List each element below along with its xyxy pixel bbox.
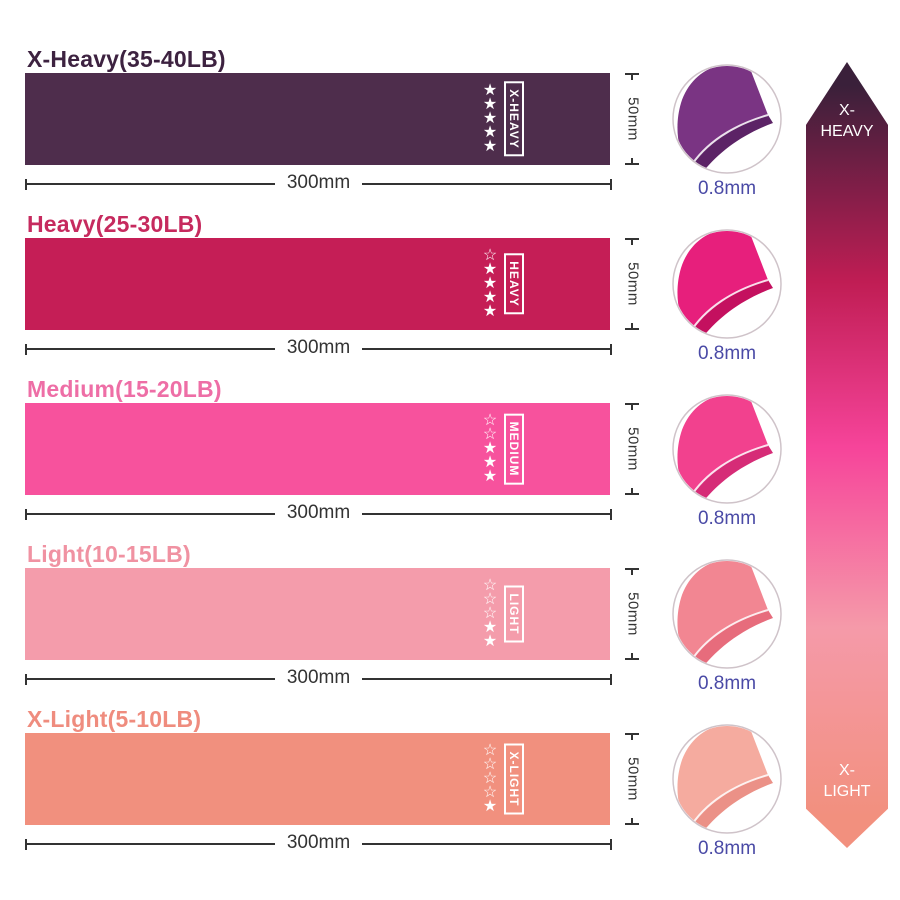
dimension-tick [625,323,639,330]
dimension-tick [610,178,613,190]
dimension-tick [610,838,613,850]
thickness-photo [672,724,782,834]
height-dimension: 50mm [622,238,642,330]
height-dimension: 50mm [622,568,642,660]
dimension-tick [25,673,27,685]
dimension-line [362,678,611,680]
height-dimension: 50mm [622,403,642,495]
thickness-label: 0.8mm [697,838,757,859]
star-rating: ☆ ☆ ☆ ★ ★ [482,577,498,650]
thickness-label: 0.8mm [697,178,757,199]
dimension-tick [625,488,639,495]
width-dimension: 300mm [25,172,613,194]
dimension-line [27,843,275,845]
band-row: Medium(15-20LB) ☆ ☆ ★ ★ ★ MEDIUM 300mm 5… [25,376,815,541]
width-dimension: 300mm [25,667,613,689]
band-title: X-Light(5-10LB) [27,706,202,732]
height-dimension: 50mm [622,733,642,825]
dimension-line [27,183,275,185]
dimension-tick [625,733,639,740]
thickness-photo [672,559,782,669]
dimension-tick [25,508,27,520]
height-dimension: 50mm [622,73,642,165]
band-tag: MEDIUM [504,413,524,485]
dimension-tick [625,568,639,575]
band-row: X-Heavy(35-40LB) ★ ★ ★ ★ ★ X-HEAVY 300mm… [25,46,815,211]
band-fold-edge [689,610,773,667]
star-rating: ☆ ☆ ☆ ☆ ★ [482,742,498,815]
thickness-photo [672,394,782,504]
dimension-tick [610,343,613,355]
width-dimension: 300mm [25,337,613,359]
height-dimension-label: 50mm [624,262,642,306]
dimension-line [362,183,611,185]
band-title: Medium(15-20LB) [27,376,222,402]
band-fold-edge [689,445,773,502]
dimension-tick [625,158,639,165]
band-tag: X-LIGHT [504,743,524,815]
dimension-tick [25,838,27,850]
weight-gradient-arrow: X- HEAVY X- LIGHT [806,62,888,848]
width-dimension: 300mm [25,832,613,854]
dimension-tick [610,508,613,520]
height-dimension-label: 50mm [624,757,642,801]
width-dimension-label: 300mm [286,337,351,358]
dimension-tick [625,403,639,410]
band-fold-face [677,66,768,169]
dimension-tick [625,818,639,825]
height-dimension-label: 50mm [624,592,642,636]
band-swatch: ★ ★ ★ ★ ★ X-HEAVY [25,73,610,165]
width-dimension-label: 300mm [286,667,351,688]
star-rating: ☆ ☆ ★ ★ ★ [482,412,498,485]
band-title: Light(10-15LB) [27,541,191,567]
width-dimension-label: 300mm [286,832,351,853]
thickness-label: 0.8mm [697,508,757,529]
star-rating: ☆ ★ ★ ★ ★ [482,247,498,320]
band-title: Heavy(25-30LB) [27,211,203,237]
star-rating: ★ ★ ★ ★ ★ [482,82,498,155]
thickness-photo [672,64,782,174]
band-fold-edge [689,115,773,172]
dimension-line [27,678,275,680]
band-row: Heavy(25-30LB) ☆ ★ ★ ★ ★ HEAVY 300mm 50m… [25,211,815,376]
dimension-tick [610,673,613,685]
thickness-label: 0.8mm [697,673,757,694]
thickness-photo [672,229,782,339]
band-fold-edge [689,775,773,832]
dimension-tick [625,238,639,245]
width-dimension-label: 300mm [286,502,351,523]
arrow-bottom-label: X- LIGHT [823,762,871,800]
band-swatch: ☆ ☆ ★ ★ ★ MEDIUM [25,403,610,495]
height-dimension-label: 50mm [624,97,642,141]
dimension-tick [25,178,27,190]
band-fold-face [677,726,768,829]
dimension-line [27,348,275,350]
band-fold-face [677,231,768,334]
band-fold-face [677,561,768,664]
dimension-line [27,513,275,515]
dimension-tick [25,343,27,355]
band-tag: HEAVY [504,253,524,315]
band-tag: X-HEAVY [504,81,524,157]
band-title: X-Heavy(35-40LB) [27,46,226,72]
band-swatch: ☆ ☆ ☆ ☆ ★ X-LIGHT [25,733,610,825]
dimension-line [362,348,611,350]
height-dimension-label: 50mm [624,427,642,471]
band-row: X-Light(5-10LB) ☆ ☆ ☆ ☆ ★ X-LIGHT 300mm … [25,706,815,871]
dimension-line [362,843,611,845]
arrow-top-label: X- HEAVY [820,102,874,140]
band-row: Light(10-15LB) ☆ ☆ ☆ ★ ★ LIGHT 300mm 50m… [25,541,815,706]
width-dimension: 300mm [25,502,613,524]
dimension-line [362,513,611,515]
thickness-label: 0.8mm [697,343,757,364]
band-fold-face [677,396,768,499]
dimension-tick [625,73,639,80]
band-swatch: ☆ ★ ★ ★ ★ HEAVY [25,238,610,330]
dimension-tick [625,653,639,660]
band-fold-edge [689,280,773,337]
band-swatch: ☆ ☆ ☆ ★ ★ LIGHT [25,568,610,660]
band-tag: LIGHT [504,585,524,643]
width-dimension-label: 300mm [286,172,351,193]
